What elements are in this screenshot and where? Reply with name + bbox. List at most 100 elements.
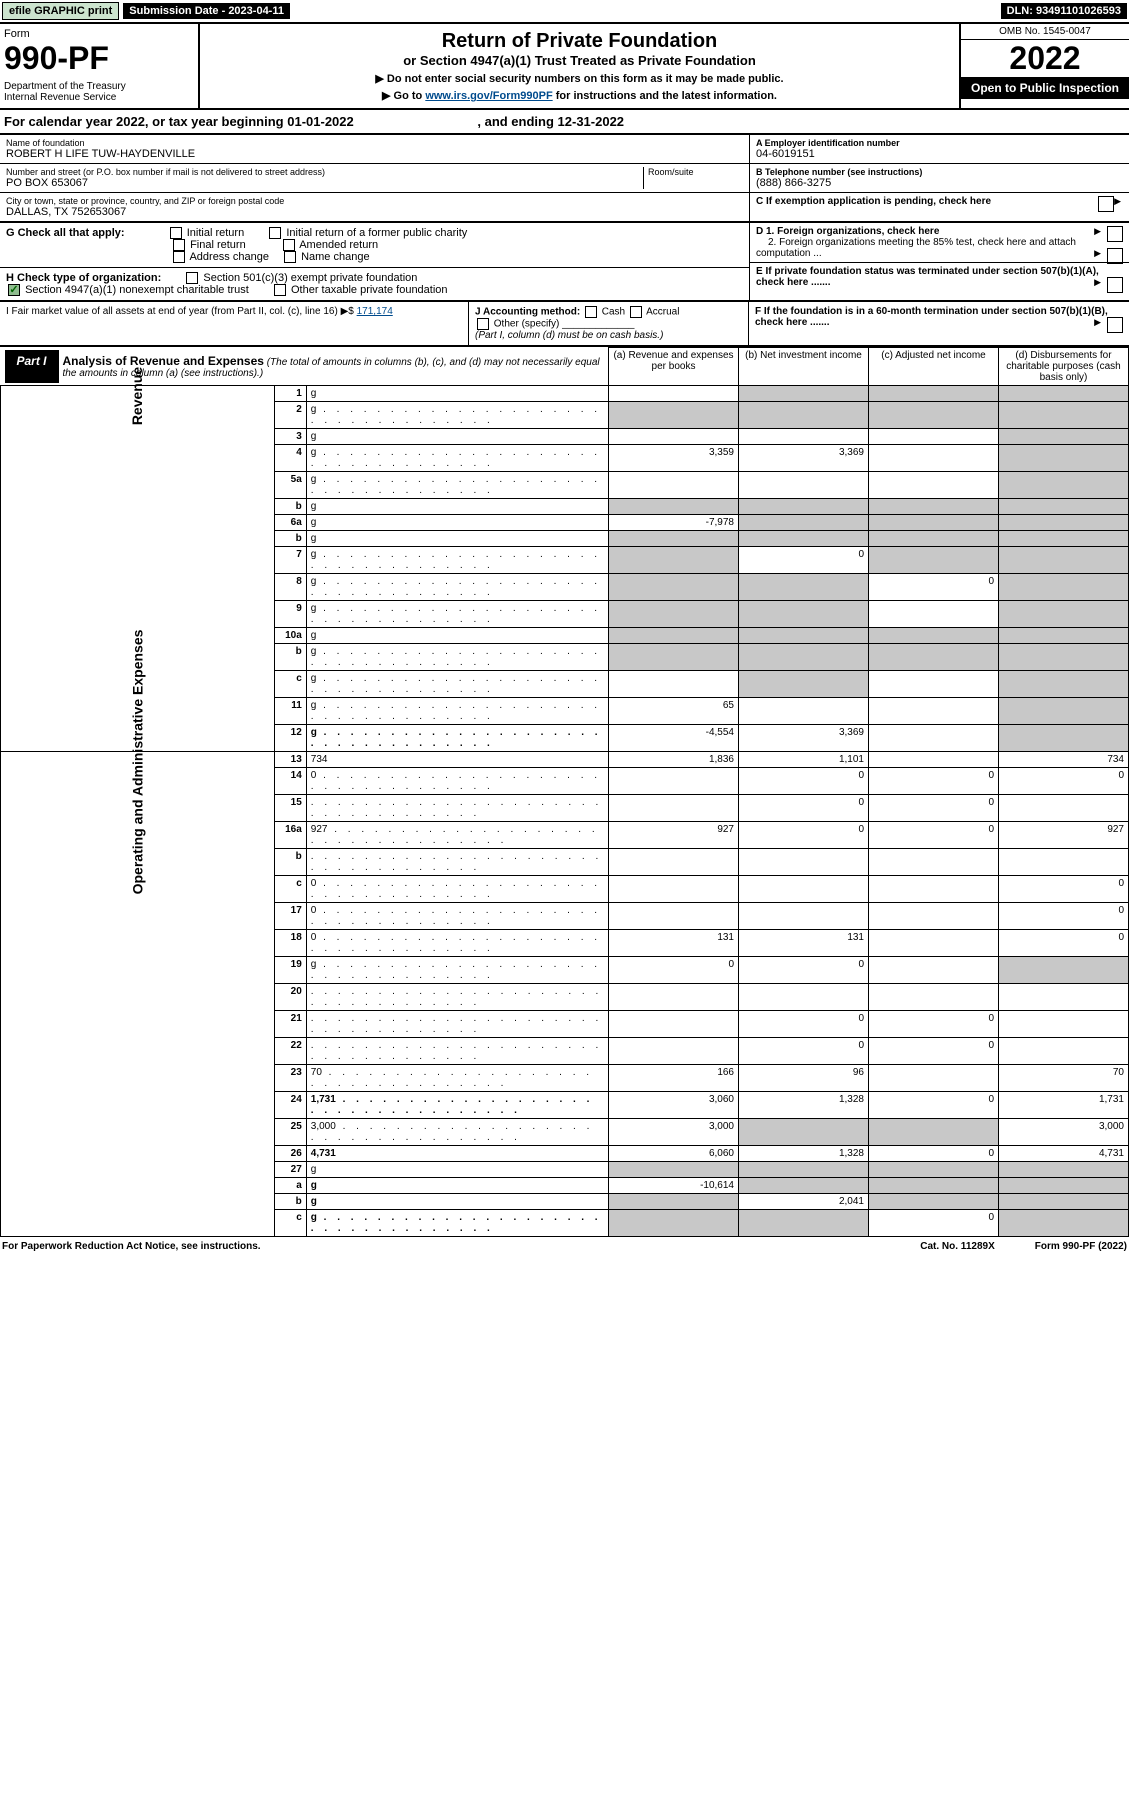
line-description: g	[306, 957, 608, 984]
amount-cell	[609, 1194, 739, 1210]
efile-print-button[interactable]: efile GRAPHIC print	[2, 2, 119, 20]
amended-return-check[interactable]	[283, 239, 295, 251]
amount-cell	[999, 698, 1129, 725]
line-number: 9	[274, 601, 306, 628]
4947-check[interactable]	[8, 284, 20, 296]
c-checkbox[interactable]	[1098, 196, 1114, 212]
line-description: g	[306, 472, 608, 499]
dept-treasury: Department of the Treasury Internal Reve…	[4, 81, 194, 103]
name-label: Name of foundation	[6, 138, 743, 148]
line-description: 1,731	[306, 1092, 608, 1119]
arrow-icon	[1114, 196, 1123, 207]
line-number: 20	[274, 984, 306, 1011]
line-description: 734	[306, 752, 608, 768]
line-description: g	[306, 725, 608, 752]
amount-cell	[869, 429, 999, 445]
amount-cell	[609, 1210, 739, 1237]
col-b-header: (b) Net investment income	[739, 348, 869, 386]
amount-cell: 166	[609, 1065, 739, 1092]
amount-cell: 3,369	[739, 725, 869, 752]
amount-cell	[739, 1178, 869, 1194]
amount-cell	[609, 601, 739, 628]
amount-cell	[609, 628, 739, 644]
line-number: 8	[274, 574, 306, 601]
final-return-check[interactable]	[173, 239, 185, 251]
line-description: 0	[306, 930, 608, 957]
tax-year: 2022	[961, 40, 1129, 77]
col-d-header: (d) Disbursements for charitable purpose…	[999, 348, 1129, 386]
amount-cell: 3,369	[739, 445, 869, 472]
amount-cell	[609, 531, 739, 547]
omb-number: OMB No. 1545-0047	[961, 24, 1129, 40]
amount-cell	[609, 644, 739, 671]
accrual-check[interactable]	[630, 306, 642, 318]
line-description: g	[306, 515, 608, 531]
amount-cell: 4,731	[999, 1146, 1129, 1162]
amount-cell: -7,978	[609, 515, 739, 531]
cy-end: 12-31-2022	[558, 114, 625, 129]
footer-left: For Paperwork Reduction Act Notice, see …	[2, 1241, 261, 1252]
amount-cell	[999, 795, 1129, 822]
amount-cell: 70	[999, 1065, 1129, 1092]
amount-cell	[999, 445, 1129, 472]
cash-check[interactable]	[585, 306, 597, 318]
amount-cell	[609, 499, 739, 515]
fmv-value: 171,174	[357, 306, 393, 317]
arrow-icon	[1094, 226, 1103, 237]
amount-cell	[739, 671, 869, 698]
amount-cell	[739, 849, 869, 876]
other-method-check[interactable]	[477, 318, 489, 330]
amount-cell	[999, 386, 1129, 402]
amount-cell: 3,000	[609, 1119, 739, 1146]
address-change-check[interactable]	[173, 251, 185, 263]
amount-cell	[609, 1011, 739, 1038]
amount-cell: 3,359	[609, 445, 739, 472]
f-label: F If the foundation is in a 60-month ter…	[755, 306, 1108, 328]
open-public: Open to Public Inspection	[961, 77, 1129, 99]
line-description: 0	[306, 876, 608, 903]
line-description: g	[306, 531, 608, 547]
h-opt-1: Section 501(c)(3) exempt private foundat…	[203, 272, 417, 284]
amount-cell	[999, 1210, 1129, 1237]
amount-cell: 0	[869, 1038, 999, 1065]
city-label: City or town, state or province, country…	[6, 196, 743, 206]
d1-checkbox[interactable]	[1107, 226, 1123, 242]
501c3-check[interactable]	[186, 272, 198, 284]
amount-cell	[999, 1038, 1129, 1065]
col-a-header: (a) Revenue and expenses per books	[609, 348, 739, 386]
amount-cell	[739, 429, 869, 445]
initial-former-check[interactable]	[269, 227, 281, 239]
amount-cell	[869, 472, 999, 499]
amount-cell	[739, 386, 869, 402]
amount-cell	[999, 531, 1129, 547]
form-url-link[interactable]: www.irs.gov/Form990PF	[425, 90, 552, 102]
line-number: 12	[274, 725, 306, 752]
name-change-check[interactable]	[284, 251, 296, 263]
amount-cell	[869, 957, 999, 984]
cy-mid: , and ending	[477, 114, 557, 129]
initial-return-check[interactable]	[170, 227, 182, 239]
form-label: Form	[4, 28, 194, 40]
amount-cell	[869, 930, 999, 957]
ein: 04-6019151	[756, 148, 1123, 160]
line-number: 13	[274, 752, 306, 768]
amount-cell: 1,101	[739, 752, 869, 768]
line-description: 70	[306, 1065, 608, 1092]
line-number: c	[274, 671, 306, 698]
f-checkbox[interactable]	[1107, 317, 1123, 333]
line-description: g	[306, 429, 608, 445]
h-label: H Check type of organization:	[6, 272, 161, 284]
amount-cell	[869, 402, 999, 429]
amount-cell	[999, 1011, 1129, 1038]
d2-checkbox[interactable]	[1107, 248, 1123, 264]
amount-cell	[739, 1210, 869, 1237]
amount-cell	[869, 671, 999, 698]
g-opt-3: Amended return	[299, 239, 378, 251]
amount-cell: 0	[869, 1146, 999, 1162]
other-taxable-check[interactable]	[274, 284, 286, 296]
e-checkbox[interactable]	[1107, 277, 1123, 293]
line-number: 6a	[274, 515, 306, 531]
page-footer: For Paperwork Reduction Act Notice, see …	[0, 1237, 1129, 1256]
line-number: b	[274, 644, 306, 671]
amount-cell	[739, 1119, 869, 1146]
